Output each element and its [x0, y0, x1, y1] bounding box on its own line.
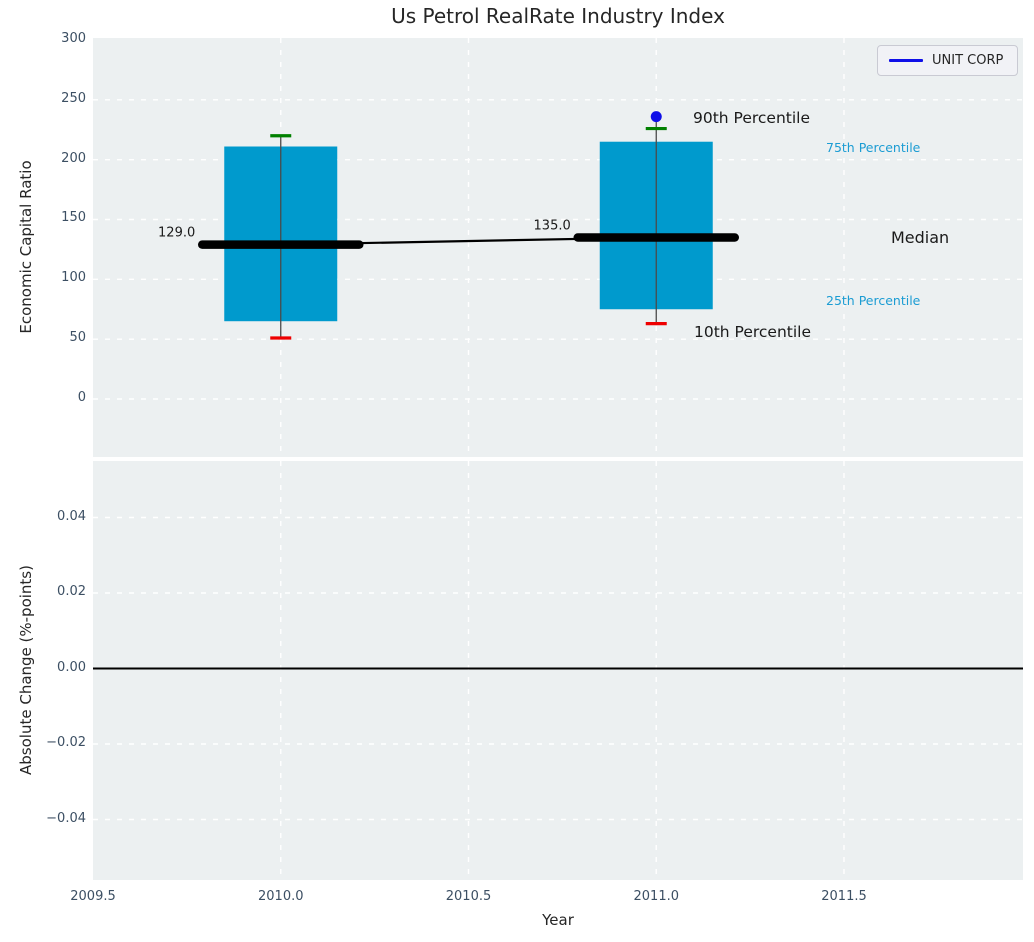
median-value-label: 135.0: [534, 218, 571, 233]
top-y-tick: 300: [24, 31, 86, 46]
annotation-25th-percentile: 25th Percentile: [826, 293, 920, 308]
bottom-y-tick: 0.02: [24, 584, 86, 599]
top-y-tick: 100: [24, 270, 86, 285]
chart-title: Us Petrol RealRate Industry Index: [93, 4, 1023, 28]
x-tick: 2011.5: [809, 889, 879, 904]
annotation-10th-percentile: 10th Percentile: [694, 323, 811, 341]
top-y-tick: 250: [24, 91, 86, 106]
top-y-tick: 50: [24, 330, 86, 345]
company-value-dot: [651, 111, 662, 122]
x-tick: 2009.5: [58, 889, 128, 904]
annotation-median: Median: [891, 228, 949, 247]
annotation-90th-percentile: 90th Percentile: [693, 109, 810, 127]
bottom-y-tick: −0.04: [24, 811, 86, 826]
y-axis-label-top: Economic Capital Ratio: [17, 160, 35, 333]
figure: Us Petrol RealRate Industry Index Econom…: [0, 0, 1034, 942]
x-tick: 2010.5: [434, 889, 504, 904]
annotation-75th-percentile: 75th Percentile: [826, 140, 920, 155]
top-y-tick: 0: [24, 390, 86, 405]
legend-line-sample-icon: [889, 59, 923, 62]
x-axis-label: Year: [93, 911, 1023, 929]
x-tick: 2010.0: [246, 889, 316, 904]
top-y-tick: 150: [24, 210, 86, 225]
bottom-axes: [93, 461, 1023, 880]
bottom-y-tick: −0.02: [24, 735, 86, 750]
bottom-y-tick: 0.00: [24, 660, 86, 675]
top-y-tick: 200: [24, 151, 86, 166]
x-tick: 2011.0: [621, 889, 691, 904]
median-value-label: 129.0: [158, 226, 195, 241]
legend: UNIT CORP: [877, 45, 1018, 76]
bottom-y-tick: 0.04: [24, 509, 86, 524]
top-axes: 129.0 135.0: [93, 38, 1023, 457]
legend-label: UNIT CORP: [932, 53, 1003, 68]
